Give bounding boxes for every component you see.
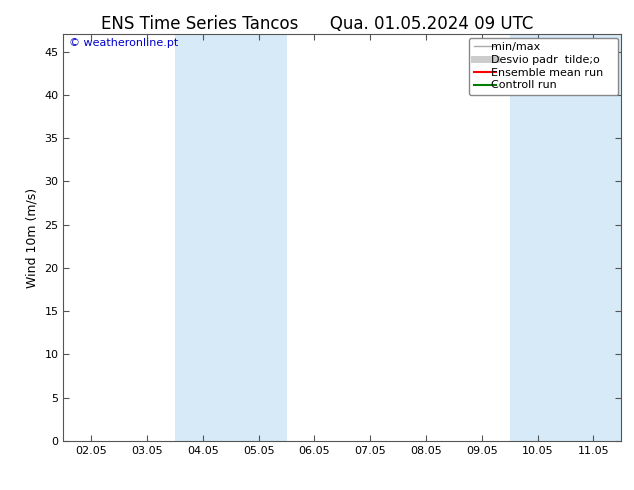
Text: © weatheronline.pt: © weatheronline.pt <box>69 38 178 49</box>
Bar <box>510 34 627 441</box>
Legend: min/max, Desvio padr  tilde;o, Ensemble mean run, Controll run: min/max, Desvio padr tilde;o, Ensemble m… <box>469 38 618 95</box>
Y-axis label: Wind 10m (m/s): Wind 10m (m/s) <box>26 188 39 288</box>
Text: ENS Time Series Tancos      Qua. 01.05.2024 09 UTC: ENS Time Series Tancos Qua. 01.05.2024 0… <box>101 15 533 33</box>
Bar <box>175 34 287 441</box>
